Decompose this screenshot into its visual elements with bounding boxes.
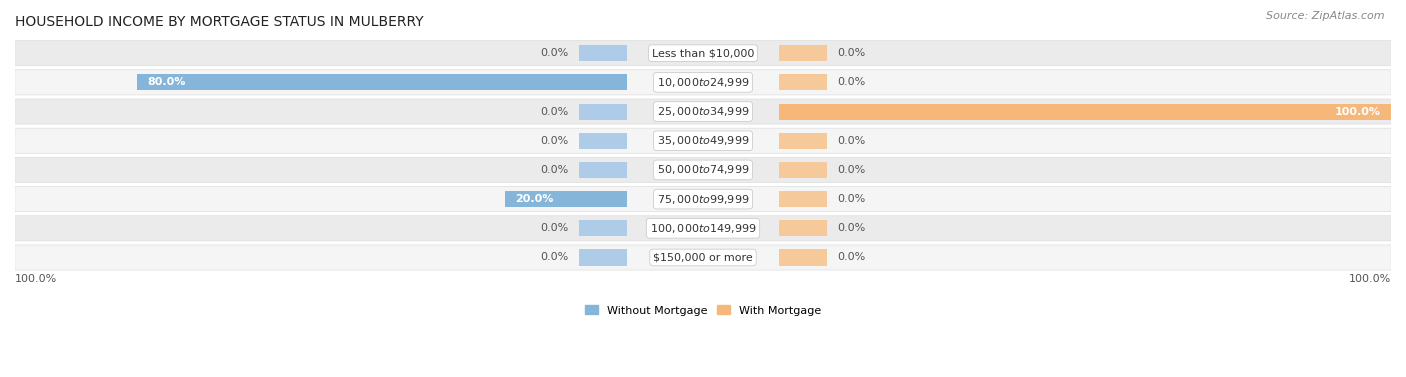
FancyBboxPatch shape	[15, 157, 1391, 182]
Bar	[779, 220, 827, 236]
Text: $100,000 to $149,999: $100,000 to $149,999	[650, 222, 756, 235]
Bar	[779, 250, 827, 265]
Text: 0.0%: 0.0%	[837, 253, 866, 262]
Text: $50,000 to $74,999: $50,000 to $74,999	[657, 163, 749, 176]
Text: 0.0%: 0.0%	[540, 253, 569, 262]
Bar	[505, 191, 627, 207]
Text: 0.0%: 0.0%	[837, 165, 866, 175]
Text: Source: ZipAtlas.com: Source: ZipAtlas.com	[1267, 11, 1385, 21]
Text: 20.0%: 20.0%	[515, 194, 554, 204]
FancyBboxPatch shape	[15, 216, 1391, 241]
Bar	[779, 45, 827, 61]
Bar	[779, 191, 827, 207]
Bar	[579, 250, 627, 265]
Text: HOUSEHOLD INCOME BY MORTGAGE STATUS IN MULBERRY: HOUSEHOLD INCOME BY MORTGAGE STATUS IN M…	[15, 15, 423, 29]
Bar	[779, 74, 827, 90]
Text: $75,000 to $99,999: $75,000 to $99,999	[657, 193, 749, 205]
Bar	[779, 104, 1391, 120]
Text: 0.0%: 0.0%	[540, 107, 569, 116]
FancyBboxPatch shape	[15, 128, 1391, 153]
Text: $35,000 to $49,999: $35,000 to $49,999	[657, 134, 749, 147]
Text: 80.0%: 80.0%	[148, 77, 186, 87]
FancyBboxPatch shape	[15, 99, 1391, 124]
Text: 0.0%: 0.0%	[837, 194, 866, 204]
Text: 0.0%: 0.0%	[540, 223, 569, 233]
Text: 0.0%: 0.0%	[540, 165, 569, 175]
Bar	[779, 133, 827, 149]
FancyBboxPatch shape	[15, 245, 1391, 270]
Text: $150,000 or more: $150,000 or more	[654, 253, 752, 262]
Text: $25,000 to $34,999: $25,000 to $34,999	[657, 105, 749, 118]
Text: 100.0%: 100.0%	[1334, 107, 1381, 116]
Text: $10,000 to $24,999: $10,000 to $24,999	[657, 76, 749, 89]
Bar	[579, 162, 627, 178]
Legend: Without Mortgage, With Mortgage: Without Mortgage, With Mortgage	[581, 300, 825, 320]
Bar	[579, 104, 627, 120]
Text: 0.0%: 0.0%	[540, 48, 569, 58]
Text: 0.0%: 0.0%	[540, 136, 569, 146]
Bar	[579, 133, 627, 149]
Bar	[779, 162, 827, 178]
Text: 0.0%: 0.0%	[837, 77, 866, 87]
Text: 0.0%: 0.0%	[837, 136, 866, 146]
Bar	[579, 220, 627, 236]
FancyBboxPatch shape	[15, 187, 1391, 211]
FancyBboxPatch shape	[15, 70, 1391, 95]
Text: 0.0%: 0.0%	[837, 223, 866, 233]
Text: 100.0%: 100.0%	[15, 274, 58, 284]
FancyBboxPatch shape	[15, 41, 1391, 66]
Bar	[138, 74, 627, 90]
Text: 0.0%: 0.0%	[837, 48, 866, 58]
Text: 100.0%: 100.0%	[1348, 274, 1391, 284]
Text: Less than $10,000: Less than $10,000	[652, 48, 754, 58]
Bar	[579, 45, 627, 61]
